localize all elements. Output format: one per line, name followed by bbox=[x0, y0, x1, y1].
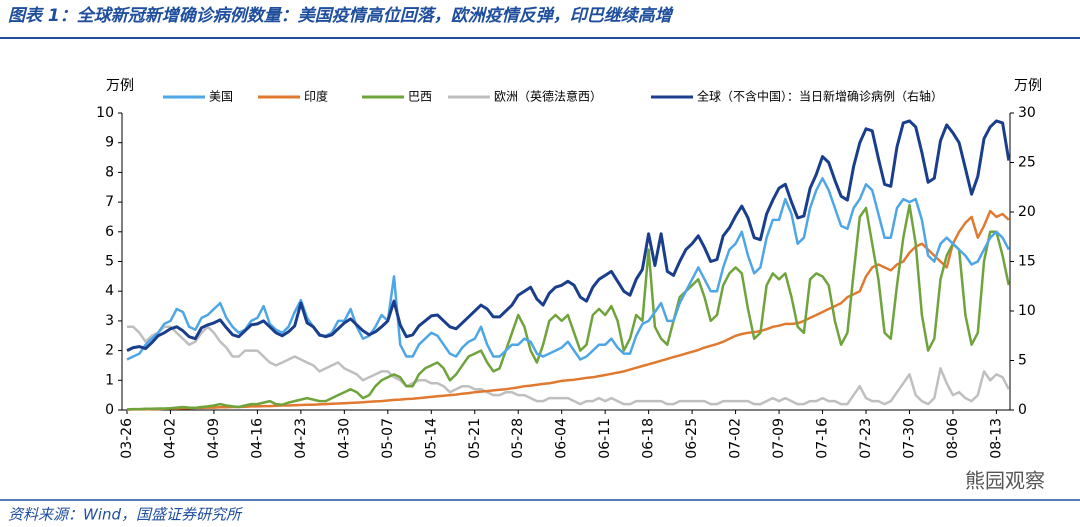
y-axis-label: 万例 bbox=[106, 78, 134, 94]
x-tick-label: 06-11 bbox=[597, 418, 613, 459]
x-tick-label: 08-06 bbox=[945, 418, 961, 459]
y2-tick-label: 10 bbox=[1018, 303, 1036, 319]
x-tick-label: 06-18 bbox=[641, 418, 657, 459]
x-tick-label: 06-04 bbox=[554, 418, 570, 459]
x-tick-label: 07-02 bbox=[728, 418, 744, 459]
y2-tick-label: 30 bbox=[1018, 105, 1036, 121]
x-tick-label: 04-09 bbox=[206, 418, 222, 459]
series-line bbox=[126, 119, 1011, 352]
series-line bbox=[127, 325, 1010, 406]
x-tick-label: 07-23 bbox=[858, 418, 874, 459]
y2-tick-label: 0 bbox=[1018, 402, 1027, 418]
watermark: 熊园观察 bbox=[965, 469, 1045, 493]
y-tick-label: 1 bbox=[105, 372, 114, 388]
y-tick-label: 5 bbox=[105, 254, 114, 270]
x-tick-label: 05-14 bbox=[423, 418, 439, 459]
y2-tick-label: 25 bbox=[1018, 155, 1036, 171]
y2-tick-label: 20 bbox=[1018, 204, 1036, 220]
x-tick-label: 04-23 bbox=[293, 418, 309, 459]
y-tick-label: 9 bbox=[105, 135, 114, 151]
y2-axis-label: 万例 bbox=[1014, 78, 1042, 94]
legend-label: 印度 bbox=[304, 89, 328, 104]
x-tick-label: 03-26 bbox=[119, 418, 135, 459]
x-tick-label: 08-13 bbox=[988, 418, 1004, 459]
x-tick-label: 07-30 bbox=[901, 418, 917, 459]
source: 资料来源：Wind，国盛证券研究所 bbox=[8, 506, 243, 524]
series-line bbox=[126, 177, 1010, 361]
y-tick-label: 7 bbox=[105, 194, 114, 210]
y-tick-label: 2 bbox=[105, 343, 114, 359]
legend-label: 美国 bbox=[209, 90, 233, 104]
x-tick-label: 04-16 bbox=[249, 418, 265, 459]
y2-tick-label: 5 bbox=[1018, 353, 1027, 369]
x-tick-label: 05-28 bbox=[510, 418, 526, 459]
y-tick-label: 6 bbox=[105, 224, 114, 240]
y-tick-label: 8 bbox=[105, 164, 114, 180]
x-tick-label: 04-02 bbox=[162, 418, 178, 459]
legend-label: 欧洲（英德法意西） bbox=[494, 89, 602, 104]
x-tick-label: 05-07 bbox=[380, 418, 396, 459]
x-tick-label: 07-09 bbox=[771, 418, 787, 459]
y-tick-label: 0 bbox=[105, 402, 114, 418]
legend-label: 全球（不含中国）：当日新增确诊病例（右轴） bbox=[697, 89, 943, 104]
y-tick-label: 4 bbox=[105, 283, 114, 299]
y-tick-label: 3 bbox=[105, 313, 114, 329]
x-tick-label: 07-16 bbox=[815, 418, 831, 459]
y-tick-label: 10 bbox=[96, 105, 114, 121]
x-tick-label: 04-30 bbox=[336, 418, 352, 459]
legend-label: 巴西 bbox=[408, 90, 432, 104]
series-line bbox=[126, 203, 1011, 411]
page-title: 图表 1：全球新冠新增确诊病例数量：美国疫情高位回落，欧洲疫情反弹，印巴继续高增 bbox=[8, 6, 674, 26]
y2-tick-label: 15 bbox=[1018, 254, 1036, 270]
series-line bbox=[126, 209, 1010, 411]
x-tick-label: 06-25 bbox=[684, 418, 700, 459]
x-tick-label: 05-21 bbox=[467, 418, 483, 459]
